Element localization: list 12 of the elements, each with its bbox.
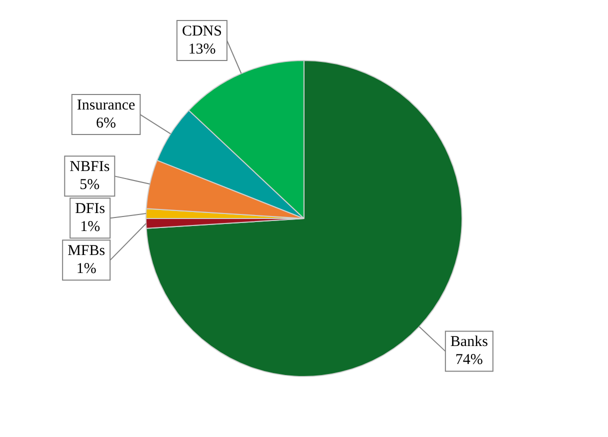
data-label: 5% — [80, 177, 100, 194]
slice-label: Insurance — [76, 97, 136, 114]
slice-label: DFIs — [75, 201, 106, 218]
slice-label: NBFIs — [70, 159, 110, 176]
data-label: 1% — [76, 261, 96, 278]
data-label: 74% — [455, 352, 483, 368]
slice-label: MFBs — [68, 243, 106, 260]
slice-label: Banks — [450, 334, 488, 350]
data-label: 6% — [96, 115, 116, 132]
slice-label: CDNS — [182, 23, 222, 40]
data-label: 13% — [188, 41, 216, 58]
data-label: 1% — [80, 219, 100, 236]
